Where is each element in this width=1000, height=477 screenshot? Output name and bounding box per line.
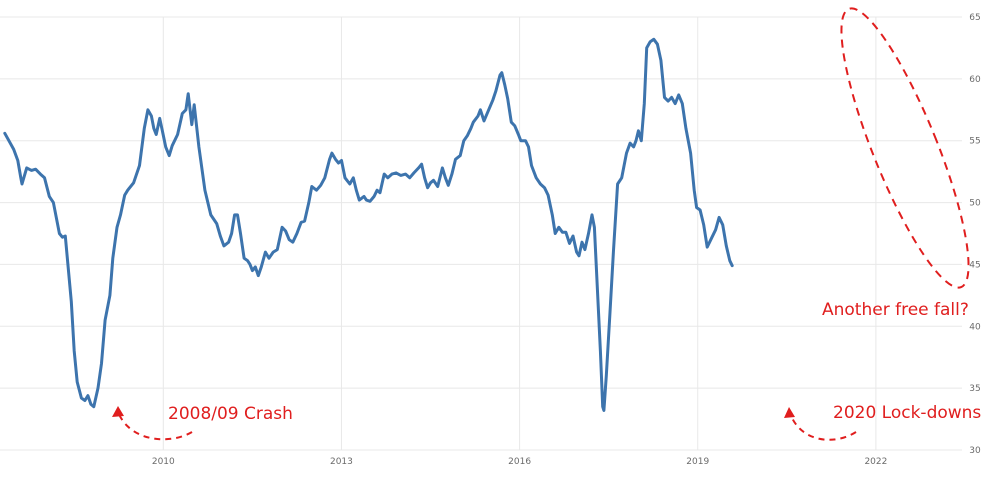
- horizontal-gridlines: [0, 16, 962, 451]
- y-axis: 30 35 40 45 50 55 60 65: [969, 13, 981, 456]
- annotation-2008-crash: 2008/09 Crash: [168, 404, 293, 424]
- y-tick-label-35: 35: [969, 384, 980, 394]
- arrowhead-2020: [784, 407, 795, 418]
- series-layer: [3, 37, 734, 412]
- dashed-arrow-2020: [789, 412, 857, 441]
- arrowhead-2008: [112, 406, 124, 417]
- x-tick-label-2010: 2010: [152, 457, 175, 467]
- y-tick-label-30: 30: [969, 446, 981, 456]
- y-tick-label-60: 60: [969, 75, 981, 85]
- series-line-0: [3, 37, 734, 412]
- x-tick-label-2022: 2022: [864, 457, 887, 467]
- y-tick-label-55: 55: [969, 137, 980, 147]
- dashed-ellipse-free-fall: [840, 7, 970, 289]
- vertical-gridlines: [162, 17, 877, 450]
- x-tick-label-2016: 2016: [508, 457, 531, 467]
- annotation-another-free-fall: Another free fall?: [822, 300, 969, 320]
- annotation-2020-lockdowns: 2020 Lock-downs: [833, 403, 981, 423]
- y-tick-label-50: 50: [969, 199, 981, 209]
- x-tick-label-2019: 2019: [686, 457, 709, 467]
- x-axis: 2010 2013 2016 2019 2022: [152, 457, 887, 467]
- y-tick-label-65: 65: [969, 13, 980, 23]
- x-tick-label-2013: 2013: [330, 457, 353, 467]
- y-tick-label-40: 40: [969, 322, 981, 332]
- y-tick-label-45: 45: [969, 260, 980, 270]
- annotations: 2008/09 Crash 2020 Lock-downs Another fr…: [112, 7, 981, 441]
